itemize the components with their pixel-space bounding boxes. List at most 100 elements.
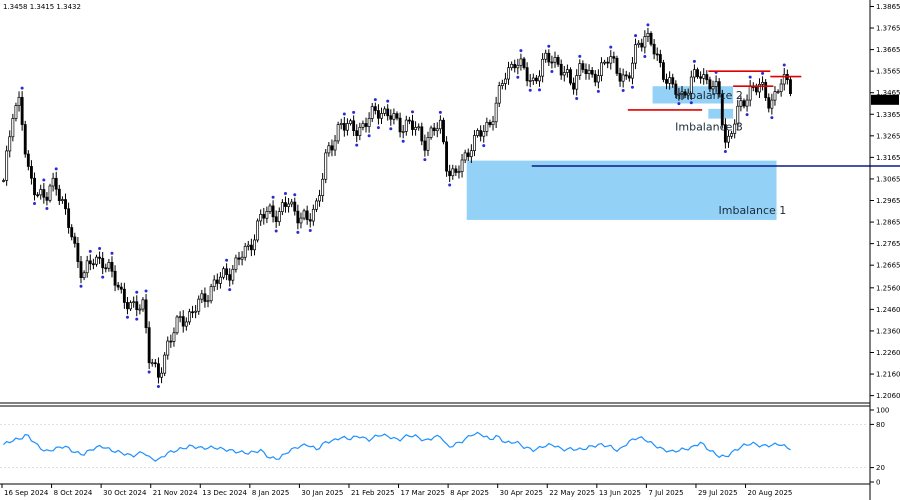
candle-body: [469, 150, 473, 157]
fractal-down-marker: [101, 275, 105, 279]
candle-body: [339, 123, 343, 125]
candle-body: [54, 177, 58, 190]
candle-body: [336, 124, 340, 142]
fractal-up-marker: [519, 49, 523, 53]
candle-body: [584, 69, 588, 75]
candle-body: [222, 268, 225, 278]
candle-body: [36, 194, 40, 197]
candle-body: [417, 126, 421, 129]
candle-body: [98, 256, 102, 259]
candle-body: [147, 327, 151, 364]
candle-body: [556, 57, 560, 65]
fractal-up-marker: [373, 98, 377, 102]
candle-body: [355, 130, 359, 137]
time-tick-label: 30 Oct 2024: [103, 489, 147, 497]
candle-body: [463, 152, 467, 161]
candle-body: [637, 42, 641, 45]
candle-body: [627, 75, 631, 79]
candle-body: [23, 124, 27, 155]
fractal-down-marker: [135, 317, 139, 321]
fractal-down-marker: [274, 229, 278, 233]
price-tick-label: 1.2460: [876, 306, 900, 314]
price-tick-label: 1.3365: [876, 111, 900, 119]
price-axis: 1.3865 1.3765 1.3665 1.3565 1.3465 1.3365 1.32…: [870, 3, 900, 400]
candle-body: [758, 84, 761, 93]
candle-body: [135, 301, 139, 311]
level-lines[interactable]: [531, 70, 900, 167]
candle-body: [376, 110, 380, 119]
fractal-down-marker: [516, 75, 520, 79]
candle-body: [590, 69, 594, 75]
candle-body: [48, 185, 52, 201]
candle-body: [646, 32, 650, 37]
fractal-down-marker: [355, 143, 359, 147]
candles[interactable]: [2, 27, 792, 384]
candle-body: [652, 43, 656, 55]
candle-body: [494, 102, 498, 123]
candle-body: [324, 152, 328, 180]
candle-body: [745, 99, 749, 107]
candle-body: [29, 166, 33, 179]
candle-body: [42, 189, 46, 198]
candle-body: [485, 122, 489, 132]
candle-body: [51, 177, 55, 187]
fractal-up-marker: [98, 247, 102, 251]
candle-body: [315, 200, 318, 210]
candle-body: [708, 79, 712, 90]
candle-body: [569, 69, 572, 84]
candle-body: [225, 268, 229, 275]
fractal-up-marker: [782, 63, 786, 67]
candle-body: [727, 135, 730, 143]
candle-body: [699, 76, 703, 79]
candle-body: [454, 168, 458, 173]
candle-body: [442, 119, 445, 143]
candle-body: [265, 211, 269, 219]
candle-body: [126, 302, 129, 310]
candle-body: [364, 123, 368, 127]
candle-body: [736, 105, 740, 125]
candle-body: [85, 260, 89, 274]
candle-body: [754, 86, 758, 93]
candle-body: [714, 81, 718, 87]
candle-body: [401, 131, 405, 133]
candle-body: [234, 257, 238, 270]
candle-body: [45, 196, 49, 201]
fractal-up-marker: [634, 34, 638, 38]
imbalance-label-1: Imbalance 1: [719, 204, 787, 217]
candle-body: [358, 126, 362, 137]
candle-body: [101, 257, 105, 269]
price-tick-label: 1.3565: [876, 68, 900, 76]
candle-body: [612, 56, 616, 59]
candle-body: [451, 168, 455, 177]
fractal-up-marker: [438, 110, 442, 114]
candle-body: [215, 279, 219, 284]
fractal-up-marker: [88, 249, 92, 253]
fractal-up-marker: [748, 75, 752, 79]
candle-body: [575, 75, 579, 90]
fractal-up-marker: [283, 191, 287, 195]
candle-body: [187, 311, 191, 323]
candle-body: [680, 91, 684, 95]
fractal-up-marker: [578, 54, 582, 58]
candle-body: [246, 244, 250, 247]
time-tick-label: 8 Apr 2025: [450, 489, 489, 497]
candle-body: [460, 159, 464, 172]
candle-body: [395, 113, 399, 119]
fractal-down-marker: [33, 202, 37, 206]
candle-body: [565, 69, 569, 73]
fractal-up-marker: [646, 23, 650, 27]
candle-body: [426, 137, 430, 151]
candle-body: [150, 362, 154, 365]
candle-body: [330, 145, 334, 151]
fractal-down-marker: [79, 284, 83, 288]
candle-body: [60, 199, 64, 201]
candle-body: [79, 261, 83, 279]
candle-body: [256, 220, 260, 241]
fractal-up-marker: [293, 193, 297, 197]
candle-body: [169, 340, 173, 343]
time-tick-label: 7 Jul 2025: [648, 489, 683, 497]
candle-body: [218, 276, 222, 284]
candle-body: [70, 227, 74, 238]
fractal-up-marker: [54, 167, 58, 171]
rsi-axis: 100 80 20 0: [870, 407, 889, 487]
